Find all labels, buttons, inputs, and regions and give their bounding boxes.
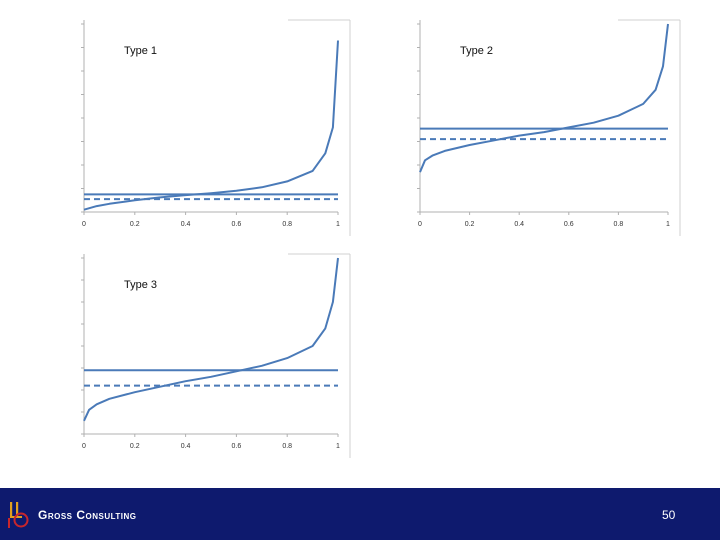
chart-panel-type-2: 0 0.2 0.4 0.6 0.8 1 Type 2	[396, 18, 681, 236]
series-curve	[83, 40, 339, 211]
x-tick-label: 0.8	[282, 443, 292, 450]
gross-consulting-logo-icon	[8, 502, 29, 528]
footer-bar	[0, 488, 720, 540]
x-tick-label: 0.8	[614, 221, 624, 228]
x-tick-label: 0.2	[130, 443, 140, 450]
x-tick-label: 0.8	[282, 221, 292, 228]
chart-svg-type-1: 0 0.2 0.4 0.6 0.8 1 Type 1	[81, 19, 351, 236]
chart-panel-type-3: 0 0.2 0.4 0.6 0.8 1 Type 3	[60, 252, 351, 458]
series-curve	[419, 23, 669, 173]
x-tick-label: 0	[418, 221, 422, 228]
x-tick-label: 0	[82, 443, 86, 450]
x-tick-label: 0	[82, 221, 86, 228]
series-curve	[83, 257, 339, 422]
chart-title: Type 3	[124, 279, 157, 291]
x-tick-label: 0.4	[181, 443, 191, 450]
x-tick-label: 1	[666, 221, 670, 228]
x-tick-label: 0.4	[514, 221, 524, 228]
x-tick-label: 1	[336, 221, 340, 228]
x-tick-label: 1	[336, 443, 340, 450]
company-name: Gross Consulting	[38, 508, 137, 522]
x-tick-label: 0.6	[232, 443, 242, 450]
x-tick-label: 0.6	[564, 221, 574, 228]
chart-svg-type-2: 0 0.2 0.4 0.6 0.8 1 Type 2	[417, 19, 681, 236]
chart-panel-type-1: 0 0.2 0.4 0.6 0.8 1 Type 1	[60, 18, 351, 236]
chart-title: Type 1	[124, 45, 157, 57]
chart-svg-type-3: 0 0.2 0.4 0.6 0.8 1 Type 3	[81, 253, 351, 458]
chart-title: Type 2	[460, 45, 493, 57]
page-number: 50	[662, 508, 676, 522]
x-tick-label: 0.2	[465, 221, 475, 228]
x-tick-label: 0.2	[130, 221, 140, 228]
x-tick-label: 0.4	[181, 221, 191, 228]
x-tick-label: 0.6	[232, 221, 242, 228]
